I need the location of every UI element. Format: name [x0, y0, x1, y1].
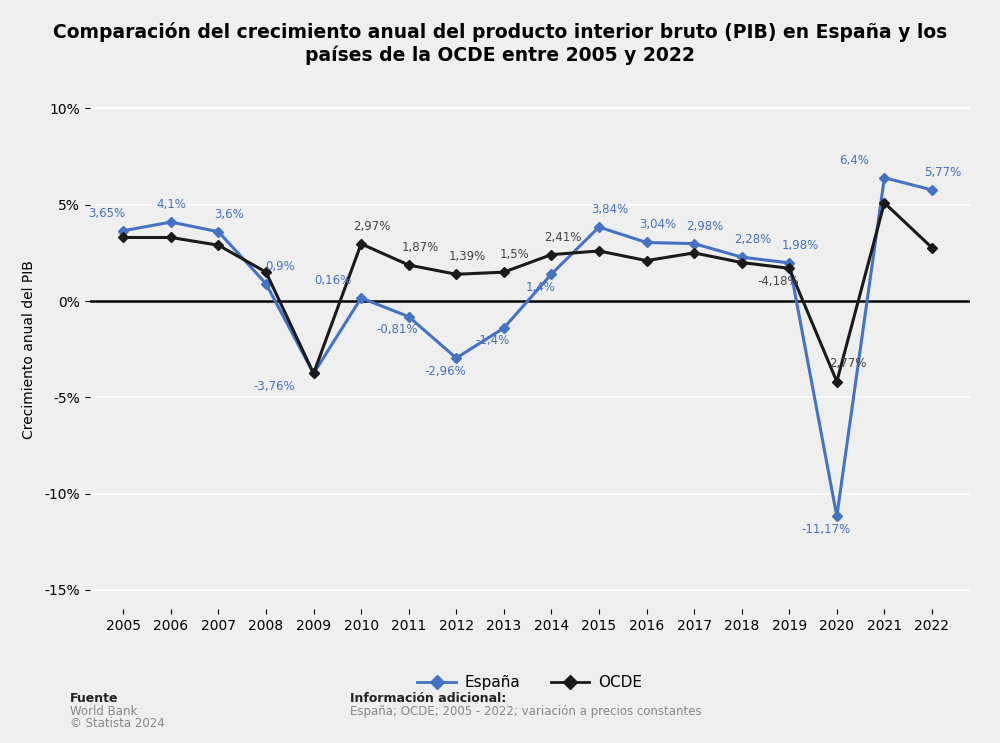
Text: -4,18%: -4,18% — [757, 275, 799, 288]
Text: -2,96%: -2,96% — [424, 365, 466, 377]
Text: World Bank: World Bank — [70, 705, 137, 718]
Text: © Statista 2024: © Statista 2024 — [70, 717, 165, 730]
Text: Información adicional:: Información adicional: — [350, 692, 506, 705]
Text: 0,16%: 0,16% — [315, 274, 352, 287]
Text: 3,6%: 3,6% — [215, 207, 244, 221]
Text: 2,41%: 2,41% — [544, 230, 581, 244]
Y-axis label: Crecimiento anual del PIB: Crecimiento anual del PIB — [22, 260, 36, 438]
Text: -3,76%: -3,76% — [254, 380, 295, 393]
Text: -0,81%: -0,81% — [377, 323, 418, 336]
Text: Comparación del crecimiento anual del producto interior bruto (PIB) en España y : Comparación del crecimiento anual del pr… — [53, 22, 947, 65]
Text: -1,4%: -1,4% — [476, 334, 510, 348]
Text: 3,04%: 3,04% — [639, 218, 676, 231]
Text: 0,9%: 0,9% — [265, 259, 295, 273]
Text: -11,17%: -11,17% — [801, 522, 850, 536]
Text: 1,5%: 1,5% — [500, 248, 530, 261]
Text: 2,28%: 2,28% — [734, 233, 771, 246]
Text: Fuente: Fuente — [70, 692, 119, 705]
Text: 1,4%: 1,4% — [525, 281, 555, 293]
Text: 3,65%: 3,65% — [88, 207, 125, 220]
Text: España; OCDE; 2005 - 2022; variación a precios constantes: España; OCDE; 2005 - 2022; variación a p… — [350, 705, 702, 718]
Text: 1,98%: 1,98% — [782, 239, 819, 252]
Text: 6,4%: 6,4% — [839, 154, 869, 166]
Text: 2,77%: 2,77% — [829, 357, 867, 371]
Text: 5,77%: 5,77% — [924, 166, 962, 179]
Text: 1,39%: 1,39% — [449, 250, 486, 263]
Text: 4,1%: 4,1% — [156, 198, 186, 211]
Text: 3,84%: 3,84% — [592, 203, 629, 216]
Legend: España, OCDE: España, OCDE — [411, 669, 649, 696]
Text: 2,97%: 2,97% — [354, 220, 391, 233]
Text: 1,87%: 1,87% — [401, 241, 438, 254]
Text: 2,98%: 2,98% — [687, 219, 724, 233]
